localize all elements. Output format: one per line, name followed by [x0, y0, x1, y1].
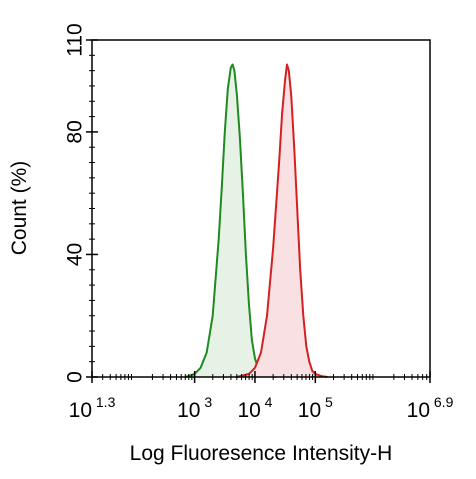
y-tick-label: 80: [64, 120, 87, 143]
x-tick-label: 10 3: [177, 394, 212, 422]
label-layer: 0 40 80 110 10 1.3 10 3 10 4 10 5 10 6.9: [64, 23, 454, 422]
series-0-area: [185, 64, 277, 377]
x-tick-label: 10 6.9: [407, 394, 454, 422]
series-0-line: [185, 63, 277, 378]
x-tick-label: 10 4: [237, 394, 272, 422]
y-tick-label: 110: [64, 23, 87, 56]
y-tick-label: 0: [64, 371, 87, 383]
plot-frame: [91, 39, 431, 378]
y-tick-label: 40: [64, 243, 87, 266]
series-1-area: [236, 64, 328, 377]
series-layer: [185, 63, 328, 378]
y-axis-title: Count (%): [8, 161, 31, 256]
series-1-line: [236, 63, 328, 378]
tick-layer: [86, 39, 431, 383]
x-tick-label: 10 1.3: [69, 394, 116, 422]
x-axis-title: Log Fluoresence Intensity-H: [130, 442, 393, 465]
x-tick-label: 10 5: [298, 394, 333, 422]
